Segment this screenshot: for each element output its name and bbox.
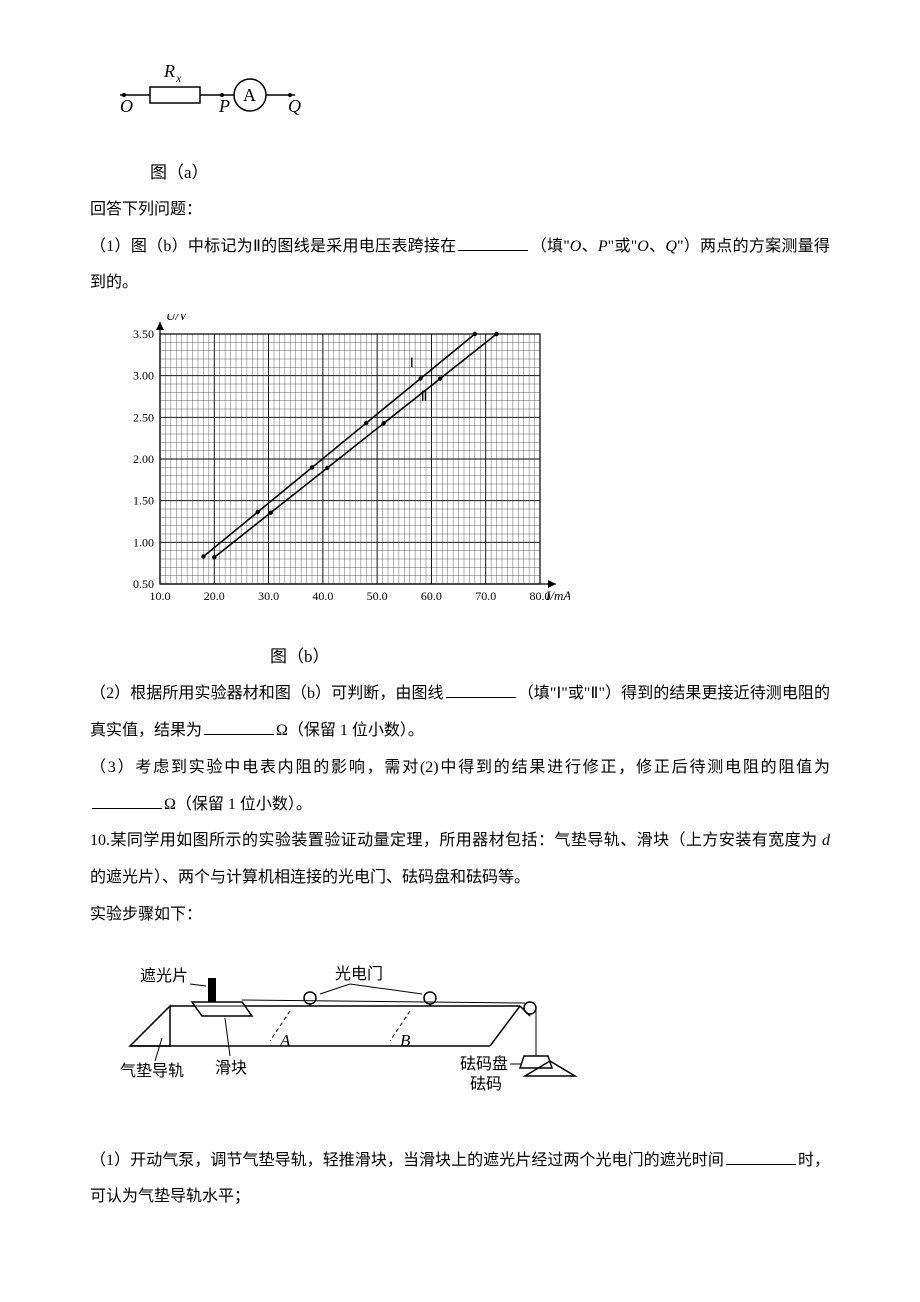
svg-text:I/mA: I/mA bbox=[545, 588, 570, 603]
svg-text:10.0: 10.0 bbox=[150, 589, 171, 603]
step1-prefix: （1）开动气泵，调节气垫导轨，轻推滑块，当滑块上的遮光片经过两个光电门的遮光时间 bbox=[90, 1152, 724, 1169]
q1-sep2: 、 bbox=[649, 238, 666, 255]
label-Rx: R bbox=[163, 61, 175, 81]
circuit-figure-a: O P Q R x A bbox=[110, 60, 830, 145]
svg-text:40.0: 40.0 bbox=[312, 589, 333, 603]
q1-sep1: 、 bbox=[581, 238, 598, 255]
q1-prefix: （1）图（b）中标记为Ⅱ的图线是采用电压表跨接在 bbox=[90, 238, 456, 255]
question-10: 10.某同学用如图所示的实验装置验证动量定理，所用器材包括：气垫导轨、滑块（上方… bbox=[90, 823, 830, 897]
q10-prefix: 10.某同学用如图所示的实验装置验证动量定理，所用器材包括：气垫导轨、滑块（上方… bbox=[90, 832, 822, 849]
label-Rx-sub: x bbox=[175, 71, 182, 85]
label-slider: 滑块 bbox=[215, 1059, 247, 1077]
svg-text:20.0: 20.0 bbox=[204, 589, 225, 603]
svg-text:30.0: 30.0 bbox=[258, 589, 279, 603]
question-2: （2）根据所用实验器材和图（b）可判断，由图线（填"Ⅰ"或"Ⅱ"）得到的结果更接… bbox=[90, 676, 830, 750]
q1-opt1: O bbox=[570, 238, 582, 255]
q2-unit: Ω（保留 1 位小数）。 bbox=[276, 722, 424, 739]
svg-text:70.0: 70.0 bbox=[475, 589, 496, 603]
q1-opt2: P bbox=[598, 238, 608, 255]
label-P: P bbox=[218, 96, 230, 116]
question-3: （3）考虑到实验中电表内阻的影响，需对(2)中得到的结果进行修正，修正后待测电阻… bbox=[90, 750, 830, 824]
step1-blank bbox=[726, 1147, 796, 1165]
svg-text:60.0: 60.0 bbox=[421, 589, 442, 603]
svg-text:3.50: 3.50 bbox=[133, 327, 154, 341]
question-1: （1）图（b）中标记为Ⅱ的图线是采用电压表跨接在（填"O、P"或"O、Q"）两点… bbox=[90, 229, 830, 303]
svg-text:2.00: 2.00 bbox=[133, 452, 154, 466]
label-Q: Q bbox=[288, 96, 301, 116]
svg-text:1.50: 1.50 bbox=[133, 494, 154, 508]
label-A: A bbox=[243, 85, 256, 105]
svg-text:50.0: 50.0 bbox=[367, 589, 388, 603]
q2-blank1 bbox=[446, 681, 516, 699]
q2-blank2 bbox=[204, 717, 274, 735]
label-O: O bbox=[120, 96, 133, 116]
q1-mid2: "或" bbox=[608, 238, 638, 255]
steps-intro: 实验步骤如下： bbox=[90, 897, 830, 934]
figure-b-caption: 图（b） bbox=[270, 637, 830, 676]
q10-d: d bbox=[822, 832, 830, 849]
label-pos-B: B bbox=[400, 1031, 411, 1050]
label-weight: 砝码 bbox=[470, 1075, 502, 1093]
svg-text:Ⅱ: Ⅱ bbox=[421, 390, 428, 405]
svg-text:Ⅰ: Ⅰ bbox=[410, 357, 414, 372]
q1-opt3: O bbox=[637, 238, 649, 255]
q1-mid: （填" bbox=[530, 238, 569, 255]
intro-text: 回答下列问题： bbox=[90, 192, 830, 229]
step-1: （1）开动气泵，调节气垫导轨，轻推滑块，当滑块上的遮光片经过两个光电门的遮光时间… bbox=[90, 1143, 830, 1217]
q2-prefix: （2）根据所用实验器材和图（b）可判断，由图线 bbox=[90, 685, 444, 702]
svg-text:3.00: 3.00 bbox=[133, 369, 154, 383]
q10-suffix: 的遮光片）、两个与计算机相连接的光电门、砝码盘和砝码等。 bbox=[90, 869, 530, 886]
label-gate: 光电门 bbox=[335, 965, 383, 983]
label-flag: 遮光片 bbox=[140, 967, 188, 985]
svg-text:0.50: 0.50 bbox=[133, 577, 154, 591]
label-pos-A: A bbox=[279, 1031, 291, 1050]
apparatus-figure: 遮光片 光电门 气垫导轨 滑块 A B 砝码盘 砝码 bbox=[120, 946, 830, 1131]
svg-text:1.00: 1.00 bbox=[133, 536, 154, 550]
q1-blank bbox=[458, 233, 528, 251]
svg-text:2.50: 2.50 bbox=[133, 411, 154, 425]
svg-text:U/V: U/V bbox=[166, 314, 189, 323]
q3-blank bbox=[92, 791, 162, 809]
q3-prefix: （3）考虑到实验中电表内阻的影响，需对(2)中得到的结果进行修正，修正后待测电阻… bbox=[90, 759, 830, 776]
label-pan: 砝码盘 bbox=[460, 1054, 508, 1073]
q1-opt4: Q bbox=[665, 238, 677, 255]
chart-figure-b: 10.020.030.040.050.060.070.080.00.501.00… bbox=[110, 314, 830, 629]
label-track: 气垫导轨 bbox=[120, 1062, 184, 1080]
figure-a-caption: 图（a） bbox=[150, 153, 830, 192]
q3-unit: Ω（保留 1 位小数）。 bbox=[164, 796, 312, 813]
